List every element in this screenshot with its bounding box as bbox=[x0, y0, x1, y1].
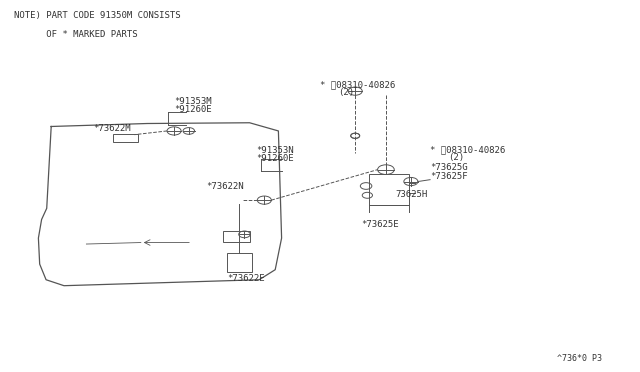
Bar bbox=[223, 231, 250, 242]
Text: 73625H: 73625H bbox=[396, 190, 428, 199]
Bar bbox=[369, 174, 409, 205]
Text: *91353N: *91353N bbox=[256, 145, 294, 154]
Text: * Ⓝ08310-40826: * Ⓝ08310-40826 bbox=[430, 145, 506, 154]
Bar bbox=[113, 134, 138, 142]
Text: *91260E: *91260E bbox=[174, 105, 212, 113]
Text: ^736*0 P3: ^736*0 P3 bbox=[557, 354, 602, 363]
Text: *73625G: *73625G bbox=[430, 163, 468, 172]
Text: *91353M: *91353M bbox=[174, 97, 212, 106]
Text: *73622N: *73622N bbox=[206, 182, 244, 191]
Bar bbox=[227, 253, 252, 272]
Text: *73622M: *73622M bbox=[93, 124, 131, 133]
Text: NOTE) PART CODE 91350M CONSISTS: NOTE) PART CODE 91350M CONSISTS bbox=[14, 11, 180, 20]
Text: (2): (2) bbox=[448, 153, 464, 162]
Text: OF * MARKED PARTS: OF * MARKED PARTS bbox=[14, 30, 138, 39]
Text: *73622E: *73622E bbox=[227, 274, 265, 283]
Text: (2): (2) bbox=[338, 88, 354, 97]
Text: *91260E: *91260E bbox=[256, 154, 294, 163]
Text: *73625E: *73625E bbox=[362, 220, 399, 229]
Text: *73625F: *73625F bbox=[430, 172, 468, 181]
Text: * Ⓝ08310-40826: * Ⓝ08310-40826 bbox=[320, 80, 396, 89]
